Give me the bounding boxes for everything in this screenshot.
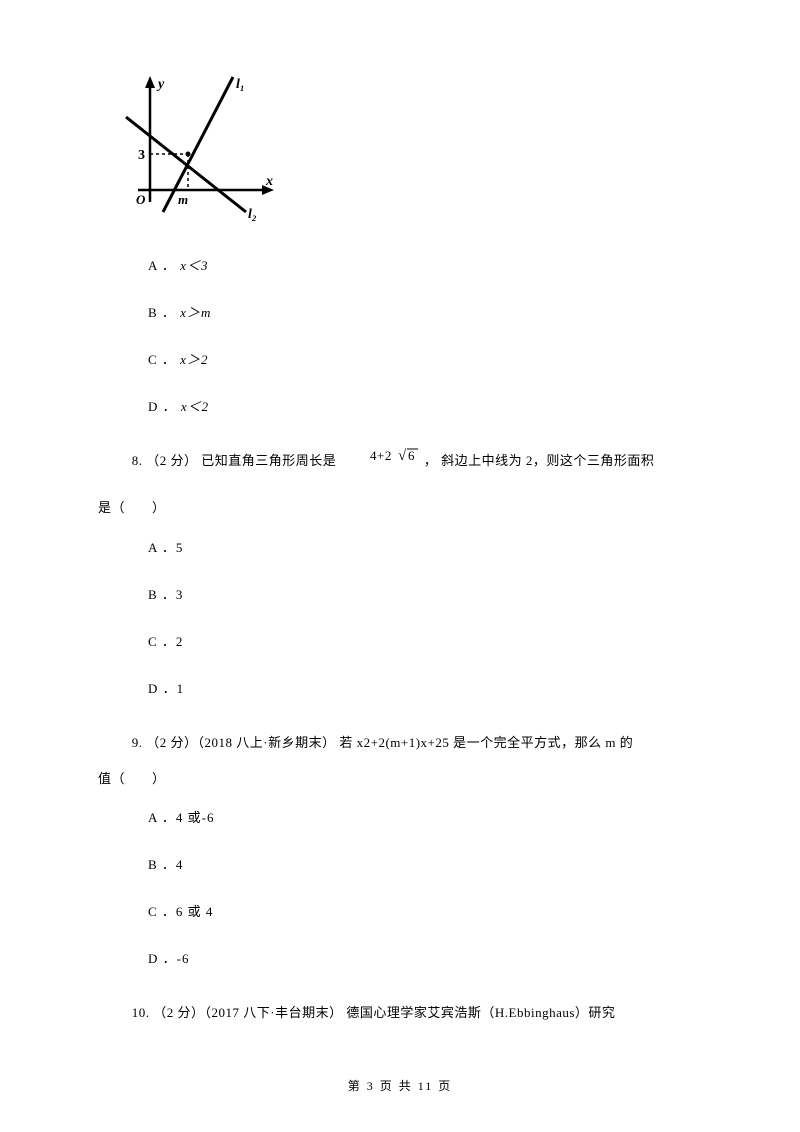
option-letter: D ． — [148, 399, 177, 414]
q9-option-a: A ．4 或-6 — [148, 807, 702, 826]
q8-after: ， 斜边上中线为 2，则这个三角形面积 — [420, 453, 654, 468]
option-letter: A ． — [148, 258, 176, 273]
q9-option-b: B ．4 — [148, 854, 702, 873]
q8-option-b: B ．3 — [148, 584, 702, 603]
q7-option-a: A ． x＜3 — [148, 255, 702, 274]
label-l2: l₂ — [248, 207, 257, 222]
q9-option-d: D ．-6 — [148, 948, 702, 967]
option-math: x＜2 — [181, 399, 209, 414]
q9-text-2: 值（ ） — [98, 761, 702, 797]
label-3: 3 — [138, 148, 145, 163]
svg-text:6: 6 — [408, 448, 415, 463]
q8-option-c: C ．2 — [148, 631, 702, 650]
option-math: x＞2 — [180, 352, 208, 367]
svg-text:4+2: 4+2 — [370, 448, 392, 463]
label-x: x — [265, 174, 273, 189]
label-y: y — [156, 77, 165, 92]
q8-before: 8. （2 分） 已知直角三角形周长是 — [132, 453, 337, 468]
q8-option-d: D ．1 — [148, 678, 702, 697]
option-math: x＞m — [180, 305, 211, 320]
q7-option-b: B ． x＞m — [148, 302, 702, 321]
q9-text-1: 9. （2 分）（2018 八上·新乡期末） 若 x2+2(m+1)x+25 是… — [98, 725, 702, 761]
label-m: m — [178, 192, 188, 207]
q8-formula-img: 4+2 √6 — [336, 444, 420, 480]
page-content: 3 O m y x l₁ l₂ A ． x＜3 B ． x＞m C ． x＞2 … — [0, 0, 800, 1032]
svg-text:√: √ — [398, 448, 407, 464]
label-l1: l₁ — [236, 77, 245, 92]
label-origin: O — [136, 192, 146, 207]
q7-graph: 3 O m y x l₁ l₂ — [118, 72, 702, 227]
q7-option-c: C ． x＞2 — [148, 349, 702, 368]
option-letter: C ． — [148, 352, 176, 367]
q9-option-c: C ．6 或 4 — [148, 901, 702, 920]
graph-svg: 3 O m y x l₁ l₂ — [118, 72, 283, 222]
page-footer: 第 3 页 共 11 页 — [0, 1077, 800, 1094]
q10-text: 10. （2 分）（2017 八下·丰台期末） 德国心理学家艾宾浩斯（H.Ebb… — [98, 995, 702, 1031]
q7-option-d: D ． x＜2 — [148, 396, 702, 415]
q8-text-2: 是（ ） — [98, 490, 702, 526]
option-letter: B ． — [148, 305, 176, 320]
option-math: x＜3 — [180, 258, 208, 273]
q8-option-a: A ．5 — [148, 537, 702, 556]
q8-text: 8. （2 分） 已知直角三角形周长是 4+2 √6 ， 斜边上中线为 2，则这个三… — [98, 443, 702, 480]
